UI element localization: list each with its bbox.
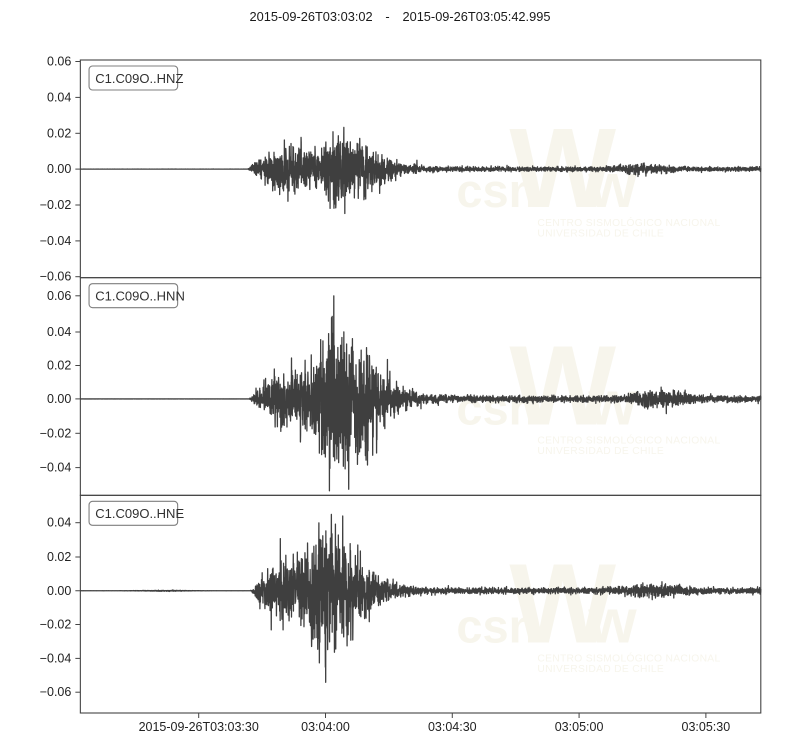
svg-text:CENTRO SISMOLÓGICO NACIONAL: CENTRO SISMOLÓGICO NACIONAL (537, 651, 720, 664)
svg-text:w: w (587, 370, 637, 439)
svg-text:0.06: 0.06 (47, 55, 71, 69)
svg-text:w: w (587, 152, 637, 221)
svg-text:−0.06: −0.06 (40, 685, 72, 699)
svg-text:−0.06: −0.06 (40, 270, 72, 284)
svg-text:0.04: 0.04 (47, 516, 71, 530)
svg-text:w: w (587, 587, 637, 656)
svg-text:2015-09-26T03:03:02 - 2015-09-: 2015-09-26T03:03:02 - 2015-09-26T03:05:4… (250, 9, 551, 24)
svg-text:−0.02: −0.02 (40, 198, 72, 212)
svg-text:0.00: 0.00 (47, 162, 71, 176)
svg-text:−0.02: −0.02 (40, 426, 72, 440)
svg-text:C1.C09O..HNN: C1.C09O..HNN (95, 288, 185, 303)
svg-text:UNIVERSIDAD DE CHILE: UNIVERSIDAD DE CHILE (537, 664, 664, 675)
svg-text:0.00: 0.00 (47, 584, 71, 598)
svg-text:0.04: 0.04 (47, 325, 71, 339)
svg-text:0.02: 0.02 (47, 550, 71, 564)
svg-text:−0.04: −0.04 (40, 234, 72, 248)
svg-text:C1.C09O..HNE: C1.C09O..HNE (95, 506, 184, 521)
svg-text:CENTRO SISMOLÓGICO NACIONAL: CENTRO SISMOLÓGICO NACIONAL (537, 434, 720, 447)
svg-text:−0.04: −0.04 (40, 461, 72, 475)
svg-text:0.00: 0.00 (47, 392, 71, 406)
svg-text:−0.04: −0.04 (40, 651, 72, 665)
svg-text:0.02: 0.02 (47, 359, 71, 373)
svg-text:03:04:30: 03:04:30 (428, 720, 477, 734)
svg-text:03:05:30: 03:05:30 (682, 720, 731, 734)
svg-text:−0.02: −0.02 (40, 618, 72, 632)
svg-text:03:04:00: 03:04:00 (301, 720, 350, 734)
svg-text:0.06: 0.06 (47, 289, 71, 303)
svg-text:CENTRO SISMOLÓGICO NACIONAL: CENTRO SISMOLÓGICO NACIONAL (537, 216, 720, 229)
svg-text:UNIVERSIDAD DE CHILE: UNIVERSIDAD DE CHILE (537, 229, 664, 240)
svg-text:C1.C09O..HNZ: C1.C09O..HNZ (95, 71, 183, 86)
svg-text:UNIVERSIDAD DE CHILE: UNIVERSIDAD DE CHILE (537, 446, 664, 457)
svg-text:0.02: 0.02 (47, 126, 71, 140)
svg-text:0.04: 0.04 (47, 90, 71, 104)
svg-text:03:05:00: 03:05:00 (555, 720, 604, 734)
svg-text:2015-09-26T03:03:30: 2015-09-26T03:03:30 (139, 720, 259, 734)
